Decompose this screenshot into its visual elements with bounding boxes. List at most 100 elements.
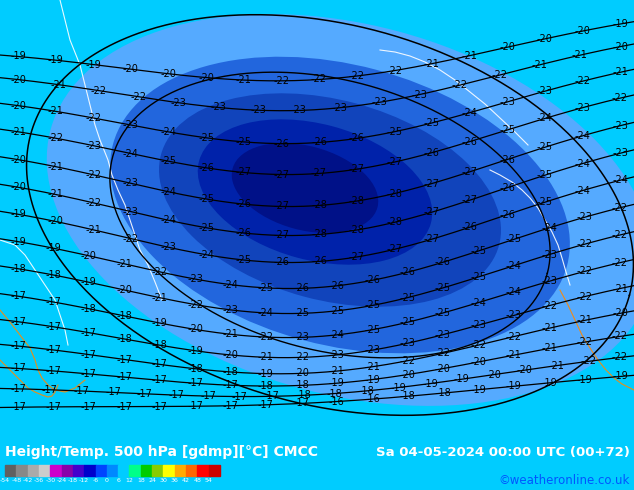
Text: -27: -27 bbox=[273, 230, 289, 241]
Text: -17: -17 bbox=[294, 398, 309, 409]
Text: -16: -16 bbox=[329, 396, 345, 407]
Text: -20: -20 bbox=[574, 26, 590, 36]
Text: -26: -26 bbox=[399, 267, 415, 277]
Text: -24: -24 bbox=[198, 250, 214, 260]
Text: -19: -19 bbox=[152, 318, 167, 328]
Text: -23: -23 bbox=[399, 338, 415, 348]
Text: -17: -17 bbox=[105, 388, 121, 397]
Bar bbox=[164, 465, 175, 476]
Text: -6: -6 bbox=[93, 478, 99, 483]
Text: -22: -22 bbox=[574, 76, 590, 86]
Bar bbox=[209, 465, 220, 476]
Text: -19: -19 bbox=[10, 209, 26, 219]
Text: -22: -22 bbox=[612, 93, 628, 103]
Ellipse shape bbox=[110, 57, 570, 353]
Text: -21: -21 bbox=[548, 361, 564, 370]
Text: -17: -17 bbox=[264, 392, 280, 401]
Text: -26: -26 bbox=[198, 163, 214, 173]
Text: -18: -18 bbox=[68, 478, 78, 483]
Ellipse shape bbox=[232, 143, 378, 233]
Text: -18: -18 bbox=[81, 304, 97, 314]
Text: 6: 6 bbox=[116, 478, 120, 483]
Text: -25: -25 bbox=[399, 317, 415, 327]
Text: -16: -16 bbox=[365, 394, 380, 404]
Text: -26: -26 bbox=[499, 154, 515, 165]
Text: -18: -18 bbox=[435, 388, 451, 398]
Text: -26: -26 bbox=[311, 256, 327, 267]
Text: -23: -23 bbox=[411, 90, 427, 99]
Text: -17: -17 bbox=[232, 392, 248, 401]
Text: -23: -23 bbox=[123, 120, 139, 130]
Text: -18: -18 bbox=[258, 381, 274, 391]
Text: -17: -17 bbox=[10, 402, 26, 412]
Bar bbox=[61, 465, 73, 476]
Text: -17: -17 bbox=[81, 369, 97, 379]
Text: -22: -22 bbox=[258, 332, 274, 342]
Text: -19: -19 bbox=[612, 19, 628, 29]
Text: 54: 54 bbox=[205, 478, 212, 483]
Text: -18: -18 bbox=[46, 270, 61, 280]
Text: -17: -17 bbox=[81, 402, 97, 412]
Text: -20: -20 bbox=[10, 74, 26, 85]
Text: -27: -27 bbox=[386, 245, 402, 254]
Text: -22: -22 bbox=[152, 267, 167, 277]
Text: -23: -23 bbox=[612, 148, 628, 158]
Text: -23: -23 bbox=[123, 178, 139, 188]
Text: -17: -17 bbox=[187, 401, 203, 411]
Text: -19: -19 bbox=[365, 374, 380, 385]
Bar bbox=[73, 465, 84, 476]
Text: -19: -19 bbox=[10, 237, 26, 246]
Text: -20: -20 bbox=[116, 285, 132, 295]
Bar bbox=[118, 465, 129, 476]
Text: -24: -24 bbox=[506, 261, 522, 270]
Text: -17: -17 bbox=[81, 328, 97, 338]
Bar bbox=[129, 465, 141, 476]
Text: -27: -27 bbox=[311, 169, 327, 178]
Text: -17: -17 bbox=[74, 386, 89, 396]
Text: -19: -19 bbox=[612, 371, 628, 382]
Bar bbox=[5, 465, 16, 476]
Ellipse shape bbox=[47, 14, 634, 406]
Text: 48: 48 bbox=[193, 478, 202, 483]
Text: -22: -22 bbox=[123, 234, 139, 244]
Text: -27: -27 bbox=[424, 234, 440, 244]
Text: -20: -20 bbox=[294, 368, 309, 378]
Text: -21: -21 bbox=[364, 362, 380, 372]
Text: -26: -26 bbox=[499, 210, 515, 220]
Text: -23: -23 bbox=[372, 98, 387, 107]
Text: -22: -22 bbox=[541, 301, 557, 311]
Text: -22: -22 bbox=[131, 92, 146, 102]
Text: -23: -23 bbox=[291, 105, 307, 116]
Text: -25: -25 bbox=[198, 133, 214, 143]
Text: -17: -17 bbox=[42, 385, 58, 395]
Text: 0: 0 bbox=[105, 478, 109, 483]
Text: -25: -25 bbox=[386, 127, 402, 137]
Text: -25: -25 bbox=[399, 293, 415, 303]
Text: -21: -21 bbox=[48, 106, 63, 116]
Text: -17: -17 bbox=[46, 322, 61, 332]
Text: -42: -42 bbox=[22, 478, 33, 483]
Text: -28: -28 bbox=[386, 218, 402, 227]
Text: -19: -19 bbox=[391, 383, 406, 392]
Text: -19: -19 bbox=[577, 374, 592, 385]
Text: -22: -22 bbox=[576, 267, 593, 276]
Text: -22: -22 bbox=[576, 292, 593, 302]
Bar bbox=[107, 465, 118, 476]
Text: -24: -24 bbox=[258, 308, 274, 318]
Text: -25: -25 bbox=[236, 137, 252, 147]
Text: -20: -20 bbox=[10, 182, 26, 192]
Text: -24: -24 bbox=[574, 159, 590, 169]
Text: -18: -18 bbox=[117, 334, 132, 344]
Text: -22: -22 bbox=[612, 258, 628, 268]
Text: -21: -21 bbox=[48, 190, 63, 199]
Text: -26: -26 bbox=[462, 222, 477, 232]
Text: -25: -25 bbox=[435, 308, 451, 318]
Text: -22: -22 bbox=[85, 198, 101, 208]
Text: -20: -20 bbox=[81, 251, 97, 261]
Text: -24: -24 bbox=[541, 223, 557, 233]
Text: -19: -19 bbox=[470, 385, 486, 395]
Text: -22: -22 bbox=[491, 70, 508, 80]
Text: -24: -24 bbox=[537, 114, 553, 123]
Text: -23: -23 bbox=[537, 86, 553, 96]
Text: -18: -18 bbox=[327, 389, 343, 398]
